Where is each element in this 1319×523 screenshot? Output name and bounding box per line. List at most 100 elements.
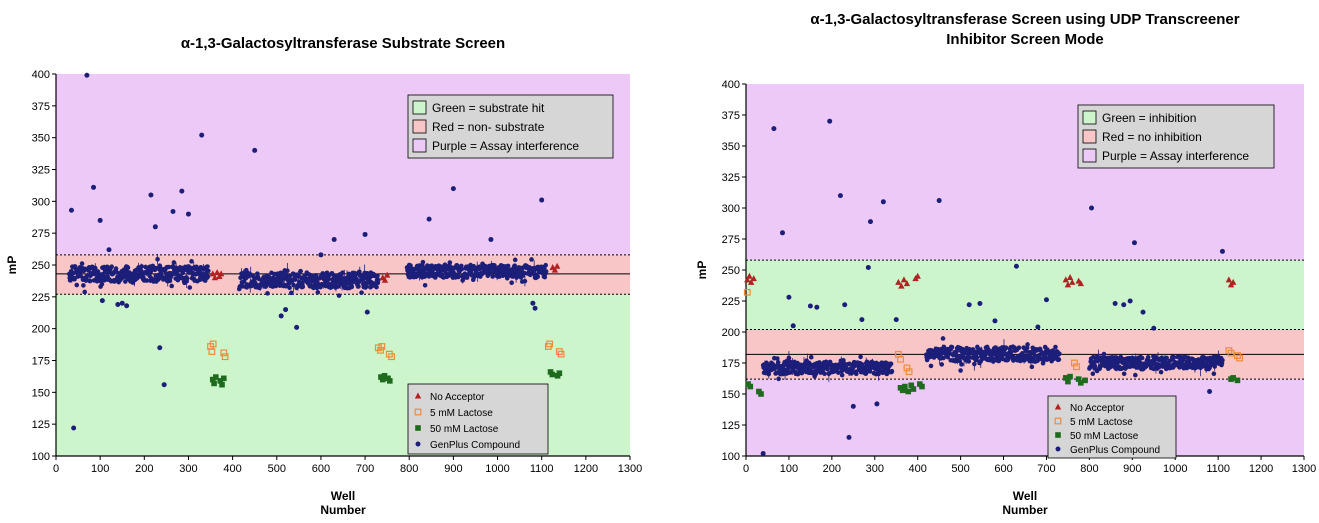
compound-point (320, 271, 326, 277)
compound-point (1158, 369, 1164, 375)
y-tick-label: 300 (32, 196, 50, 208)
data-point (211, 380, 217, 387)
series-no-acceptor (209, 262, 561, 283)
compound-point (1057, 351, 1062, 357)
data-point (865, 265, 871, 271)
series-legend-label: 5 mM Lactose (1070, 417, 1133, 428)
series-legend-marker (415, 441, 421, 447)
data-point (252, 147, 258, 153)
compound-point (1029, 364, 1035, 370)
data-point (1121, 302, 1127, 308)
y-tick-label: 375 (32, 101, 50, 113)
data-point (1067, 373, 1073, 380)
x-tick-label: 600 (312, 463, 330, 475)
compound-point (123, 279, 128, 284)
data-point (1227, 349, 1235, 357)
data-point (426, 216, 432, 222)
compound-point (287, 285, 292, 291)
compound-point (359, 290, 364, 295)
data-point (71, 425, 77, 431)
x-tick-label: 800 (400, 463, 418, 475)
compound-point (1030, 345, 1036, 351)
data-point (84, 72, 90, 78)
data-point (744, 276, 751, 283)
compound-point (966, 359, 972, 364)
x-tick-label: 0 (743, 463, 749, 475)
zone-legend-box (1077, 104, 1275, 169)
x-tick-label: 1100 (1206, 463, 1230, 475)
compound-point (447, 260, 453, 265)
compound-point (482, 263, 488, 269)
compound-point (542, 274, 548, 280)
x-tick-label: 300 (179, 463, 197, 475)
y-tick-label: 325 (32, 165, 50, 177)
compound-point (72, 276, 77, 282)
compound-point (888, 361, 894, 367)
data-point (219, 381, 225, 388)
compound-point (166, 264, 171, 270)
x-tick-label: 700 (1037, 463, 1055, 475)
data-point (758, 391, 764, 397)
compound-point (81, 283, 86, 288)
data-point (880, 199, 886, 205)
compound-point (1024, 345, 1030, 351)
compound-point (422, 282, 428, 288)
data-point (1043, 297, 1049, 303)
compound-point (839, 372, 845, 378)
compound-point (95, 269, 101, 274)
y-tick-label: 400 (722, 79, 740, 91)
data-point (894, 350, 902, 358)
data-point (378, 343, 386, 350)
compound-point (1016, 345, 1022, 351)
compound-point (340, 270, 345, 275)
data-point (551, 266, 559, 273)
chart-title: α-1,3-Galactosyltransferase Screen using… (810, 11, 1239, 28)
chart-substrate-screen-svg: α-1,3-Galactosyltransferase Substrate Sc… (5, 35, 642, 517)
data-point (124, 303, 130, 309)
zone-legend-swatch (412, 100, 427, 115)
y-tick-label: 250 (722, 265, 740, 277)
data-point (827, 118, 833, 124)
x-axis-title: Number (320, 503, 366, 517)
data-point (119, 300, 125, 306)
compound-point (139, 264, 144, 269)
data-point (1207, 389, 1213, 395)
data-point (814, 304, 820, 310)
compound-point (774, 370, 779, 376)
data-point (115, 301, 121, 307)
zone-legend-label: Red = no inhibition (1102, 130, 1202, 144)
compound-point (83, 278, 89, 283)
compound-point (206, 268, 211, 274)
data-point (217, 270, 225, 277)
data-point (771, 126, 777, 132)
data-point (549, 371, 556, 378)
x-tick-label: 800 (1080, 463, 1098, 475)
y-tick-label: 350 (722, 141, 740, 153)
data-point (331, 237, 337, 243)
compound-point (356, 284, 361, 289)
chart-inhibitor-screen: α-1,3-Galactosyltransferase Screen using… (660, 0, 1319, 518)
y-tick-label: 375 (722, 110, 740, 122)
compound-point (490, 274, 495, 279)
series-genplus-compound (760, 118, 1225, 457)
data-point (185, 211, 191, 217)
x-tick-label: 500 (951, 463, 969, 475)
compound-point (1003, 345, 1009, 351)
compound-point (336, 293, 342, 298)
data-point (746, 272, 753, 279)
compound-point (940, 336, 946, 341)
data-point (779, 230, 785, 236)
data-point (897, 355, 904, 363)
compound-point (265, 291, 270, 296)
series-legend-box (1047, 395, 1177, 459)
series-legend-label: GenPlus Compound (430, 440, 520, 451)
compound-point (1025, 342, 1030, 347)
compound-point (187, 285, 193, 290)
data-point (910, 386, 917, 392)
compound-point (67, 278, 73, 283)
data-point (294, 324, 300, 330)
compound-point (509, 280, 514, 286)
data-point (220, 349, 228, 357)
data-point (381, 372, 388, 379)
x-tick-label: 200 (135, 463, 153, 475)
